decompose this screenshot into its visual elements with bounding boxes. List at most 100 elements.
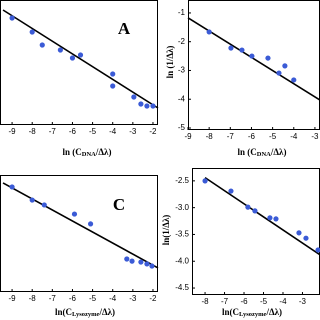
x-tick-label: -7 bbox=[49, 294, 57, 303]
x-axis-label-suffix: /Δλ) bbox=[265, 307, 282, 317]
y-axis-label: ln (1/Δλ) bbox=[165, 46, 175, 79]
data-point bbox=[131, 94, 137, 100]
x-axis-label-suffix: /Δλ) bbox=[270, 147, 287, 157]
data-point bbox=[39, 42, 45, 48]
data-point bbox=[144, 261, 150, 267]
x-axis-label: ln(CLysozyme/Δλ) bbox=[55, 307, 115, 318]
x-tick-label: -8 bbox=[206, 132, 214, 141]
y-tick-label: -4.5 bbox=[175, 283, 189, 292]
x-axis-label-prefix: ln(C bbox=[55, 307, 72, 317]
x-tick-label: -6 bbox=[240, 297, 248, 306]
x-tick-label: -9 bbox=[184, 132, 192, 141]
data-point bbox=[144, 103, 150, 109]
data-point bbox=[228, 188, 234, 194]
x-tick-label: -3 bbox=[311, 132, 319, 141]
data-point bbox=[315, 247, 320, 253]
y-tick-label: -4.0 bbox=[175, 256, 189, 265]
data-point bbox=[138, 259, 144, 265]
y-tick-label: -3.0 bbox=[175, 203, 189, 212]
x-tick-label: -3 bbox=[299, 297, 307, 306]
x-axis-label-suffix: /Δλ) bbox=[95, 147, 112, 157]
data-point bbox=[124, 256, 130, 262]
data-point bbox=[57, 47, 63, 53]
fit-line bbox=[2, 9, 159, 109]
x-axis-label-prefix: ln (C bbox=[238, 147, 257, 157]
data-point bbox=[252, 208, 258, 214]
y-tick-label: -2 bbox=[178, 37, 186, 46]
data-point bbox=[239, 47, 245, 53]
data-point bbox=[276, 70, 282, 76]
data-point bbox=[267, 215, 273, 221]
data-point bbox=[249, 53, 255, 59]
data-point bbox=[282, 63, 288, 69]
data-point bbox=[296, 230, 302, 236]
data-point bbox=[29, 29, 35, 35]
data-point bbox=[87, 221, 94, 227]
data-point bbox=[228, 45, 234, 51]
data-point bbox=[9, 184, 15, 190]
data-point bbox=[9, 15, 15, 21]
x-tick-label: -5 bbox=[89, 127, 97, 136]
x-tick-label: -8 bbox=[201, 297, 209, 306]
data-point bbox=[41, 202, 47, 208]
x-tick-label: -9 bbox=[9, 294, 17, 303]
data-point bbox=[77, 52, 84, 58]
data-point bbox=[291, 77, 297, 83]
panel: -9 -8 -7 -6 -5 -4 -3 -2 Aln (CDNA/Δλ) bbox=[0, 0, 159, 158]
fit-line bbox=[204, 176, 320, 256]
x-axis-label: ln (CDNA/Δλ) bbox=[238, 147, 287, 158]
data-point bbox=[150, 103, 156, 109]
x-tick-label: -7 bbox=[221, 297, 229, 306]
data-point bbox=[69, 55, 76, 61]
x-tick-label: -6 bbox=[69, 294, 77, 303]
data-point bbox=[303, 235, 309, 241]
data-point bbox=[265, 55, 271, 61]
y-tick-label: -5 bbox=[178, 123, 186, 132]
x-axis-label-suffix: /Δλ) bbox=[98, 307, 115, 317]
x-tick-label: -4 bbox=[109, 127, 117, 136]
data-point bbox=[71, 211, 78, 217]
x-axis-label-prefix: ln(C bbox=[222, 307, 239, 317]
y-tick-label: -3 bbox=[178, 66, 186, 75]
panel: -9 -8 -7 -6 -5 -4 -3-1-2-3-4-5ln (CDNA/Δλ)ln (… bbox=[165, 0, 320, 158]
data-point bbox=[273, 216, 279, 222]
x-tick-label: -4 bbox=[109, 294, 117, 303]
data-point bbox=[202, 178, 208, 184]
plot-frame bbox=[188, 0, 320, 130]
data-point bbox=[29, 197, 35, 203]
x-tick-label: -3 bbox=[129, 127, 137, 136]
y-tick-label: -3.5 bbox=[175, 230, 189, 239]
data-point bbox=[110, 71, 116, 77]
x-axis-label: ln (CDNA/Δλ) bbox=[63, 147, 112, 158]
fit-line bbox=[2, 182, 159, 269]
x-tick-label: -7 bbox=[49, 127, 57, 136]
x-axis-label-sub: Lysozyme bbox=[239, 311, 267, 318]
data-point bbox=[110, 83, 116, 89]
x-tick-label: -5 bbox=[260, 297, 268, 306]
x-tick-label: -2 bbox=[149, 127, 157, 136]
x-tick-label: -3 bbox=[129, 294, 137, 303]
y-tick-label: -2.5 bbox=[175, 176, 189, 185]
x-axis-label-sub: Lysozyme bbox=[72, 311, 100, 318]
y-tick-label: -1 bbox=[178, 8, 186, 17]
data-point bbox=[129, 258, 135, 264]
y-tick-label: -4 bbox=[178, 94, 186, 103]
x-tick-label: -4 bbox=[290, 132, 298, 141]
x-tick-label: -5 bbox=[269, 132, 277, 141]
x-axis-label: ln(CLysozyme/Δλ) bbox=[222, 307, 282, 318]
data-point bbox=[149, 263, 155, 269]
plot-frame bbox=[0, 175, 158, 292]
plot-frame bbox=[0, 0, 158, 125]
x-tick-label: -8 bbox=[29, 294, 37, 303]
x-tick-label: -5 bbox=[89, 294, 97, 303]
x-axis-label-sub: DNA bbox=[257, 151, 271, 158]
y-axis-label: ln(1/Δλ) bbox=[161, 215, 171, 246]
data-point bbox=[245, 204, 251, 210]
panel-label: A bbox=[118, 19, 131, 38]
x-tick-label: -4 bbox=[279, 297, 287, 306]
x-tick-label: -6 bbox=[69, 127, 77, 136]
x-tick-label: -8 bbox=[29, 127, 37, 136]
x-tick-label: -9 bbox=[9, 127, 17, 136]
data-point bbox=[138, 101, 144, 107]
